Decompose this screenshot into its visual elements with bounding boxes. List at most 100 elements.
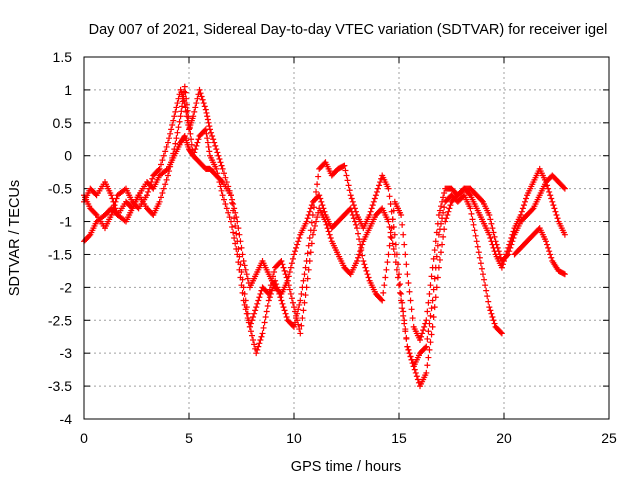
data-point — [508, 235, 515, 241]
data-point — [425, 354, 432, 361]
data-point — [428, 305, 435, 312]
data-point — [519, 205, 526, 212]
data-point — [264, 303, 271, 310]
data-point — [233, 214, 240, 221]
data-point — [301, 299, 308, 306]
data-point — [364, 271, 371, 278]
data-point — [518, 208, 525, 215]
data-point — [177, 113, 184, 120]
data-point — [298, 322, 305, 329]
data-point — [253, 304, 260, 311]
data-point — [442, 218, 449, 225]
data-point — [499, 261, 506, 268]
data-point — [202, 126, 209, 133]
y-axis-label: SDTVAR / TECUs — [7, 180, 23, 296]
data-point — [239, 289, 246, 296]
data-point — [503, 251, 510, 258]
chart-title: Day 007 of 2021, Sidereal Day-to-day VTE… — [89, 22, 608, 38]
data-point — [488, 310, 495, 317]
data-point — [111, 202, 118, 209]
data-point — [296, 301, 303, 308]
data-point — [308, 219, 315, 226]
data-point — [308, 202, 315, 209]
data-point — [232, 209, 239, 216]
data-point — [201, 103, 208, 110]
data-point — [302, 292, 309, 299]
data-point — [171, 113, 178, 120]
data-point — [203, 109, 210, 116]
data-point — [507, 238, 514, 245]
data-point — [200, 100, 207, 107]
data-point — [108, 211, 115, 218]
data-point — [427, 282, 434, 289]
y-tick-label: -2 — [60, 279, 73, 295]
data-point — [310, 227, 317, 234]
y-tick-label: -4 — [60, 411, 73, 427]
data-point — [257, 290, 264, 297]
data-point — [486, 211, 493, 218]
data-point — [504, 248, 511, 255]
data-point — [396, 282, 402, 289]
data-point — [179, 103, 185, 110]
plot-frame — [83, 56, 610, 420]
data-point — [428, 331, 435, 338]
data-point — [316, 192, 323, 199]
data-point — [325, 228, 332, 235]
data-point — [156, 198, 163, 205]
data-point — [297, 297, 304, 304]
data-point — [545, 185, 552, 192]
data-point — [482, 282, 489, 289]
data-point — [256, 294, 263, 301]
data-point — [162, 181, 169, 188]
data-point — [438, 249, 444, 256]
data-point — [230, 200, 237, 207]
x-axis-label: GPS time / hours — [291, 459, 401, 475]
data-point — [293, 312, 300, 319]
data-point — [430, 255, 437, 262]
data-point — [424, 335, 431, 342]
data-point — [254, 300, 261, 307]
data-point — [387, 229, 394, 236]
data-point — [544, 182, 551, 189]
data-point — [498, 264, 505, 271]
data-point — [145, 188, 152, 195]
data-point — [314, 214, 321, 221]
data-point — [420, 327, 427, 334]
data-point — [264, 289, 271, 296]
data-point — [223, 179, 230, 186]
data-point — [268, 277, 275, 284]
data-point — [426, 320, 433, 327]
data-point — [424, 362, 431, 369]
data-point — [354, 258, 360, 265]
data-point — [202, 106, 209, 113]
data-point — [404, 271, 411, 278]
data-point — [181, 83, 188, 90]
data-point — [381, 282, 388, 289]
data-point — [191, 108, 198, 115]
y-tick-label: 1.5 — [53, 49, 73, 65]
data-point — [546, 248, 553, 255]
data-point — [390, 207, 397, 214]
data-point — [265, 290, 272, 297]
data-point — [408, 306, 415, 313]
data-point — [413, 373, 420, 380]
data-point — [249, 317, 255, 324]
data-point — [370, 198, 377, 205]
data-point — [241, 301, 248, 308]
data-point — [291, 304, 297, 311]
data-point — [231, 235, 238, 241]
data-point — [162, 148, 169, 155]
data-point — [438, 203, 444, 210]
data-point — [170, 117, 177, 124]
data-point — [473, 238, 480, 245]
data-point — [398, 211, 405, 218]
y-tick-label: -3 — [60, 345, 73, 361]
y-tick-label: -0.5 — [48, 181, 72, 197]
data-point — [383, 266, 390, 273]
data-point — [403, 261, 410, 268]
data-point — [194, 139, 201, 146]
data-point — [300, 307, 307, 314]
data-point — [377, 179, 384, 186]
data-point — [402, 251, 409, 258]
